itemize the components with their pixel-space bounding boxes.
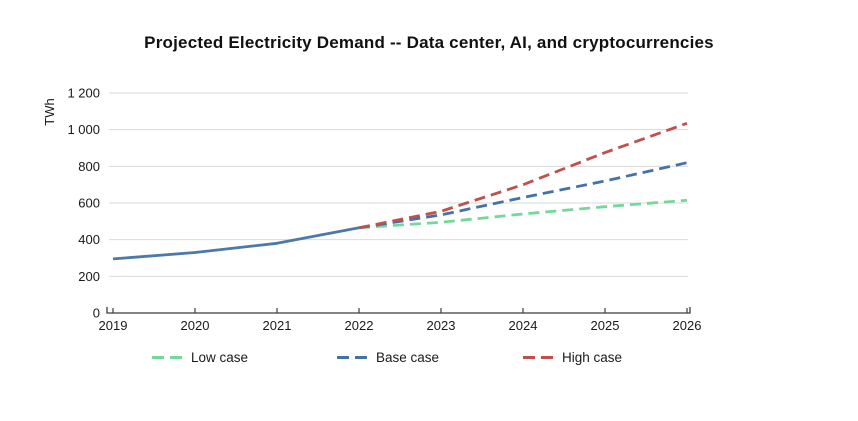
- y-tick-label: 600: [78, 196, 100, 211]
- chart-legend: Low case Base case High case: [0, 347, 858, 367]
- x-tick-label: 2024: [509, 318, 538, 333]
- y-axis-label: TWh: [42, 98, 57, 125]
- series-historical-solid-: [112, 226, 360, 261]
- x-axis-line: [106, 307, 691, 314]
- y-tick-label: 0: [93, 306, 100, 321]
- y-tick-label: 400: [78, 232, 100, 247]
- x-tick-label: 2022: [345, 318, 374, 333]
- tick-labels: 0 200 400 600 800 1 000 1 200 2019 2020 2021 2022 2…: [67, 86, 701, 334]
- x-tick-label: 2023: [427, 318, 456, 333]
- legend-dash-swatch: [523, 355, 553, 359]
- gridlines: [109, 92, 688, 277]
- x-tick-label: 2020: [181, 318, 210, 333]
- legend-item-low-case: Low case: [152, 347, 248, 367]
- legend-label: Base case: [376, 349, 440, 365]
- x-tick-label: 2026: [673, 318, 702, 333]
- legend-dash-swatch: [337, 355, 367, 359]
- legend-item-base-case: Base case: [337, 347, 439, 367]
- legend-dash-swatch: [152, 355, 182, 359]
- legend-item-high-case: High case: [523, 347, 622, 367]
- series-low-case: [358, 198, 688, 230]
- chart-title: Projected Electricity Demand -- Data cen…: [144, 33, 714, 52]
- x-tick-label: 2025: [591, 318, 620, 333]
- x-tick-label: 2019: [99, 318, 128, 333]
- y-tick-label: 800: [78, 159, 100, 174]
- y-tick-label: 1 000: [67, 122, 100, 137]
- y-tick-label: 200: [78, 269, 100, 284]
- legend-label: High case: [562, 349, 623, 365]
- series-high-case: [358, 121, 688, 230]
- axes: [106, 307, 691, 314]
- y-tick-label: 1 200: [67, 86, 100, 101]
- legend-label: Low case: [191, 349, 249, 365]
- series-base-case: [358, 161, 688, 230]
- chart-series: [112, 121, 688, 261]
- x-tick-label: 2021: [263, 318, 292, 333]
